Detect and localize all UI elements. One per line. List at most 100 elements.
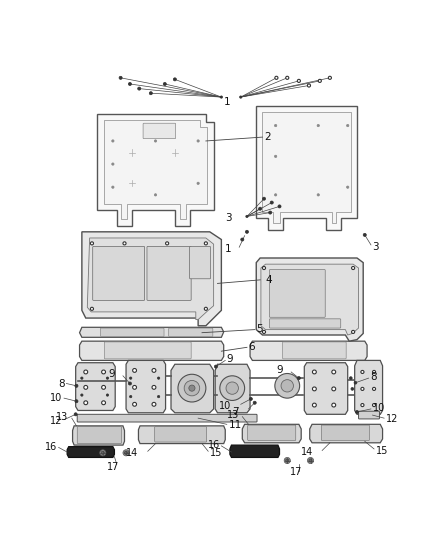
Circle shape bbox=[133, 402, 137, 406]
Circle shape bbox=[307, 457, 314, 464]
Text: 1: 1 bbox=[225, 244, 231, 254]
FancyBboxPatch shape bbox=[248, 425, 296, 440]
Circle shape bbox=[189, 385, 195, 391]
Circle shape bbox=[354, 381, 357, 384]
Polygon shape bbox=[250, 341, 367, 360]
Circle shape bbox=[166, 242, 169, 245]
FancyBboxPatch shape bbox=[155, 426, 207, 442]
Circle shape bbox=[328, 76, 332, 79]
FancyBboxPatch shape bbox=[143, 123, 176, 139]
Circle shape bbox=[268, 211, 272, 214]
Circle shape bbox=[352, 266, 355, 270]
FancyBboxPatch shape bbox=[321, 425, 369, 440]
Text: 10: 10 bbox=[372, 403, 385, 413]
Circle shape bbox=[128, 382, 131, 385]
FancyBboxPatch shape bbox=[93, 246, 145, 301]
Circle shape bbox=[101, 451, 104, 454]
Circle shape bbox=[123, 450, 129, 456]
Circle shape bbox=[204, 308, 208, 310]
Circle shape bbox=[284, 457, 290, 464]
Text: 6: 6 bbox=[248, 342, 255, 352]
Circle shape bbox=[102, 401, 106, 405]
FancyBboxPatch shape bbox=[283, 342, 346, 359]
Circle shape bbox=[356, 410, 359, 414]
Circle shape bbox=[317, 124, 319, 127]
Circle shape bbox=[262, 330, 265, 334]
Polygon shape bbox=[80, 327, 224, 337]
Circle shape bbox=[90, 308, 93, 310]
Circle shape bbox=[350, 377, 352, 379]
Circle shape bbox=[75, 384, 78, 387]
Circle shape bbox=[286, 459, 289, 462]
Circle shape bbox=[317, 193, 319, 196]
FancyBboxPatch shape bbox=[269, 319, 341, 328]
Text: 9: 9 bbox=[276, 366, 283, 375]
Polygon shape bbox=[73, 426, 124, 445]
Circle shape bbox=[363, 233, 366, 237]
Polygon shape bbox=[261, 264, 359, 335]
Circle shape bbox=[258, 207, 261, 210]
Polygon shape bbox=[256, 106, 357, 230]
Polygon shape bbox=[256, 258, 363, 341]
Circle shape bbox=[332, 403, 336, 407]
Polygon shape bbox=[97, 114, 214, 225]
Circle shape bbox=[297, 79, 300, 83]
Circle shape bbox=[152, 385, 156, 389]
Polygon shape bbox=[355, 360, 382, 414]
Polygon shape bbox=[126, 360, 166, 413]
Circle shape bbox=[307, 84, 311, 87]
Circle shape bbox=[102, 370, 106, 374]
Circle shape bbox=[372, 370, 376, 374]
Circle shape bbox=[197, 182, 199, 184]
Circle shape bbox=[84, 370, 88, 374]
Polygon shape bbox=[67, 447, 114, 457]
Text: 16: 16 bbox=[45, 442, 57, 451]
Circle shape bbox=[361, 370, 364, 374]
Circle shape bbox=[372, 403, 376, 407]
Text: 13: 13 bbox=[227, 410, 239, 420]
Circle shape bbox=[262, 266, 265, 270]
FancyBboxPatch shape bbox=[190, 246, 211, 279]
Text: 12: 12 bbox=[50, 416, 63, 426]
Polygon shape bbox=[304, 363, 348, 414]
Circle shape bbox=[81, 394, 83, 396]
Text: 12: 12 bbox=[386, 414, 398, 424]
Text: 17: 17 bbox=[290, 467, 303, 477]
Circle shape bbox=[84, 385, 88, 389]
Circle shape bbox=[270, 201, 273, 204]
Polygon shape bbox=[138, 426, 225, 443]
Text: 5: 5 bbox=[256, 324, 263, 334]
Circle shape bbox=[123, 242, 126, 245]
Text: 7: 7 bbox=[233, 407, 239, 417]
Circle shape bbox=[281, 379, 293, 392]
Circle shape bbox=[278, 205, 281, 208]
Text: 10: 10 bbox=[50, 393, 63, 403]
Circle shape bbox=[157, 395, 160, 398]
Circle shape bbox=[152, 402, 156, 406]
Text: 8: 8 bbox=[370, 373, 377, 382]
Circle shape bbox=[138, 87, 141, 90]
Circle shape bbox=[275, 193, 277, 196]
Circle shape bbox=[312, 403, 316, 407]
Circle shape bbox=[106, 377, 109, 379]
Circle shape bbox=[130, 377, 132, 379]
Polygon shape bbox=[87, 238, 214, 320]
Text: 9: 9 bbox=[227, 354, 233, 364]
Circle shape bbox=[197, 140, 199, 142]
FancyBboxPatch shape bbox=[169, 328, 213, 336]
Text: 3: 3 bbox=[225, 213, 231, 223]
Circle shape bbox=[312, 370, 316, 374]
Circle shape bbox=[226, 382, 238, 394]
FancyBboxPatch shape bbox=[77, 414, 257, 422]
Circle shape bbox=[352, 330, 355, 334]
Polygon shape bbox=[76, 363, 115, 410]
Circle shape bbox=[204, 242, 208, 245]
Polygon shape bbox=[103, 120, 208, 220]
Circle shape bbox=[275, 124, 277, 127]
Circle shape bbox=[130, 395, 132, 398]
Text: 9: 9 bbox=[109, 369, 115, 379]
Polygon shape bbox=[171, 364, 214, 413]
Circle shape bbox=[241, 238, 244, 241]
Circle shape bbox=[112, 186, 114, 188]
Text: 14: 14 bbox=[126, 448, 138, 458]
